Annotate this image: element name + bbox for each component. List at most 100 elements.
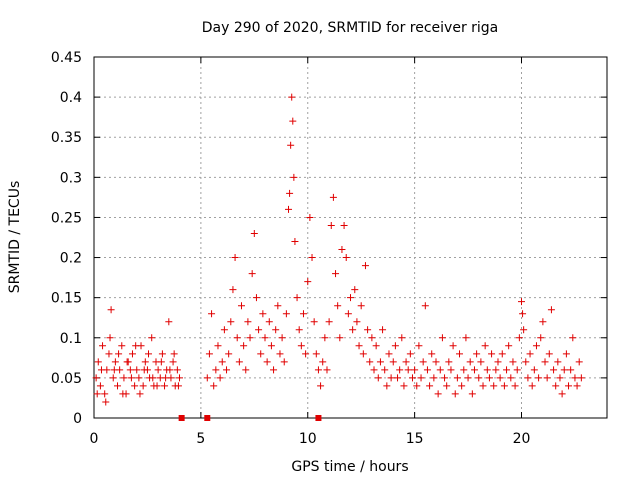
data-point <box>359 350 367 358</box>
data-point <box>157 358 165 366</box>
data-point <box>468 390 476 398</box>
data-point <box>477 358 485 366</box>
x-axis-label: GPS time / hours <box>291 459 408 475</box>
data-point <box>473 350 481 358</box>
data-point <box>460 366 468 374</box>
data-point <box>432 358 440 366</box>
data-point <box>485 374 493 382</box>
data-point <box>342 254 350 262</box>
data-point <box>513 366 521 374</box>
data-point <box>423 366 431 374</box>
data-point <box>329 193 337 201</box>
data-points <box>92 93 585 406</box>
data-point <box>347 294 354 302</box>
data-point <box>387 374 395 382</box>
data-point <box>127 374 135 382</box>
data-point <box>519 310 527 318</box>
data-point <box>383 382 391 390</box>
data-point <box>449 342 457 350</box>
data-point <box>366 358 374 366</box>
data-point <box>445 358 453 366</box>
x-tick-label: 10 <box>299 431 317 447</box>
data-point <box>248 270 256 278</box>
data-point <box>203 374 211 382</box>
baseline-marker <box>204 415 211 421</box>
data-point <box>308 254 316 262</box>
data-point <box>154 366 162 374</box>
data-point <box>101 390 109 398</box>
data-point <box>304 278 312 286</box>
data-point <box>458 382 466 390</box>
data-point <box>212 366 220 374</box>
data-point <box>148 334 156 342</box>
data-point <box>118 342 126 350</box>
data-point <box>244 318 252 326</box>
y-tick-label: 0.15 <box>51 291 82 307</box>
baseline-markers <box>178 415 322 421</box>
data-point <box>336 334 344 342</box>
data-point <box>132 342 140 350</box>
data-point <box>223 366 231 374</box>
data-point <box>237 302 245 310</box>
data-point <box>170 350 178 358</box>
baseline-marker <box>315 415 322 421</box>
data-point <box>93 390 101 398</box>
data-point <box>552 382 560 390</box>
data-point <box>162 374 170 382</box>
data-point <box>349 326 357 334</box>
data-point <box>126 366 134 374</box>
data-point <box>351 286 359 294</box>
data-point <box>306 213 314 221</box>
data-point <box>119 390 127 398</box>
data-point <box>417 374 425 382</box>
data-point <box>374 374 382 382</box>
baseline-marker <box>178 415 185 421</box>
data-point <box>252 294 260 302</box>
data-point <box>402 358 410 366</box>
data-point <box>483 366 491 374</box>
data-point <box>500 382 508 390</box>
data-point <box>153 382 161 390</box>
data-point <box>426 382 434 390</box>
data-point <box>361 262 369 270</box>
data-point <box>295 326 303 334</box>
data-point <box>139 382 147 390</box>
data-point <box>286 189 294 197</box>
data-point <box>131 382 139 390</box>
data-point <box>447 366 455 374</box>
data-point <box>128 350 136 358</box>
data-point <box>227 318 235 326</box>
data-point <box>317 382 325 390</box>
y-tick-label: 0.45 <box>51 50 82 66</box>
data-point <box>270 366 278 374</box>
data-point <box>547 306 555 314</box>
data-point <box>141 358 149 366</box>
x-tick-label: 20 <box>513 431 531 447</box>
data-point <box>334 302 342 310</box>
data-point <box>539 318 547 326</box>
data-point <box>554 358 562 366</box>
data-point <box>509 358 517 366</box>
data-point <box>488 350 496 358</box>
data-point <box>246 334 254 342</box>
data-point <box>107 306 115 314</box>
data-point <box>220 326 228 334</box>
data-point <box>114 382 122 390</box>
data-point <box>408 374 416 382</box>
data-point <box>372 342 380 350</box>
data-point <box>278 334 286 342</box>
data-point <box>314 366 322 374</box>
data-point <box>218 358 226 366</box>
x-tick-label: 0 <box>90 431 99 447</box>
data-point <box>176 374 183 382</box>
data-point <box>481 342 489 350</box>
data-point <box>149 374 157 382</box>
data-point <box>240 342 248 350</box>
data-point <box>541 358 549 366</box>
data-point <box>404 366 412 374</box>
data-point <box>293 294 301 302</box>
data-point <box>470 366 478 374</box>
data-point <box>205 350 213 358</box>
data-point <box>364 326 372 334</box>
data-point <box>571 374 579 382</box>
